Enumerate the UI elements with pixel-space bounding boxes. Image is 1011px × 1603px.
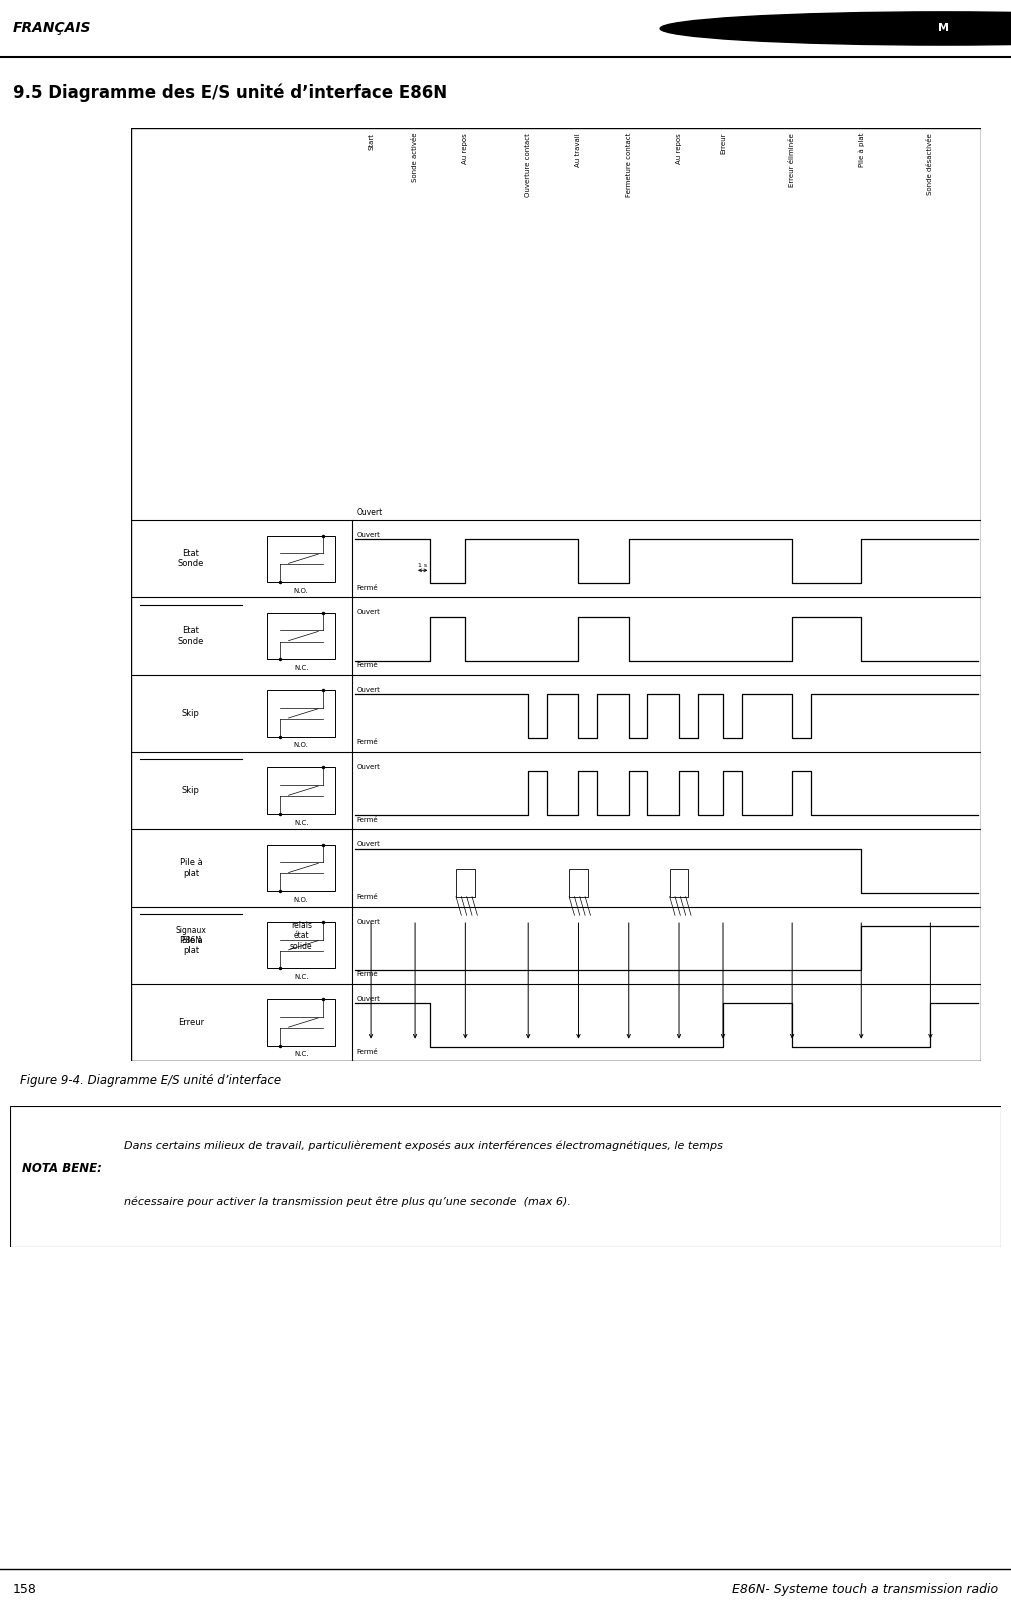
- Text: N.C.: N.C.: [294, 665, 308, 672]
- Text: Fermé: Fermé: [357, 971, 378, 978]
- Text: Fermé: Fermé: [357, 1048, 378, 1055]
- Text: 9.5 Diagramme des E/S unité d’interface E86N: 9.5 Diagramme des E/S unité d’interface …: [13, 83, 447, 103]
- Text: Dans certains milieux de travail, particulièrement exposés aux interférences éle: Dans certains milieux de travail, partic…: [124, 1140, 723, 1151]
- Text: Pile à
plat: Pile à plat: [180, 936, 202, 955]
- Text: N.O.: N.O.: [294, 588, 308, 593]
- Bar: [267, 845, 336, 891]
- Text: Ouvert: Ouvert: [357, 995, 380, 1002]
- Text: Fermé: Fermé: [357, 818, 378, 822]
- Text: 1 s: 1 s: [419, 563, 428, 567]
- Bar: [267, 535, 336, 582]
- Text: N.C.: N.C.: [294, 1052, 308, 1058]
- Text: E86N- Systeme touch a transmission radio: E86N- Systeme touch a transmission radio: [732, 1584, 998, 1597]
- Text: Pile à plat: Pile à plat: [858, 133, 864, 167]
- Text: Fermé: Fermé: [357, 739, 378, 745]
- Text: N.C.: N.C.: [294, 819, 308, 826]
- Text: Au travail: Au travail: [575, 133, 581, 167]
- Bar: [267, 922, 336, 968]
- Text: Signaux
E86N: Signaux E86N: [176, 927, 206, 946]
- Bar: [267, 999, 336, 1045]
- Text: 158: 158: [13, 1584, 37, 1597]
- Text: N.O.: N.O.: [294, 896, 308, 902]
- Bar: [267, 691, 336, 736]
- Text: Fermé: Fermé: [357, 662, 378, 668]
- Bar: [669, 869, 688, 896]
- Text: Fermé: Fermé: [357, 585, 378, 592]
- Text: relais
état
solide: relais état solide: [290, 920, 312, 951]
- Bar: [456, 869, 475, 896]
- Text: Fermeture contact: Fermeture contact: [626, 133, 632, 197]
- Text: MARPOSS: MARPOSS: [909, 21, 986, 35]
- Text: Start: Start: [368, 133, 374, 151]
- Text: Skip: Skip: [182, 709, 200, 718]
- Text: Pile à
plat: Pile à plat: [180, 858, 202, 877]
- Text: Ouvert: Ouvert: [357, 532, 380, 539]
- Text: Ouvert: Ouvert: [357, 609, 380, 616]
- Text: Ouvert: Ouvert: [357, 686, 380, 692]
- Text: Etat
Sonde: Etat Sonde: [178, 627, 204, 646]
- Text: Au repos: Au repos: [462, 133, 468, 164]
- Text: Ouvert: Ouvert: [357, 842, 380, 848]
- Text: Etat
Sonde: Etat Sonde: [178, 550, 204, 569]
- Text: Ouvert: Ouvert: [357, 919, 380, 925]
- Circle shape: [660, 11, 1011, 45]
- Text: Erreur: Erreur: [178, 1018, 204, 1028]
- Bar: [267, 612, 336, 659]
- Text: Sonde désactivée: Sonde désactivée: [927, 133, 933, 194]
- Text: nécessaire pour activer la transmission peut être plus qu’une seconde  (max 6).: nécessaire pour activer la transmission …: [124, 1197, 571, 1207]
- Text: Au repos: Au repos: [676, 133, 682, 164]
- Text: Skip: Skip: [182, 785, 200, 795]
- Text: Erreur éliminée: Erreur éliminée: [790, 133, 795, 186]
- Bar: [569, 869, 587, 896]
- Text: Sonde activée: Sonde activée: [412, 133, 419, 183]
- Text: NOTA BENE:: NOTA BENE:: [22, 1162, 102, 1175]
- Bar: [267, 768, 336, 814]
- Text: Fermé: Fermé: [357, 894, 378, 899]
- Text: Ouvert: Ouvert: [357, 508, 383, 518]
- Text: Ouvert: Ouvert: [357, 765, 380, 769]
- Text: M: M: [938, 24, 948, 34]
- Text: FRANÇAIS: FRANÇAIS: [13, 21, 92, 35]
- Text: Erreur: Erreur: [720, 133, 726, 154]
- Text: Figure 9-4. Diagramme E/S unité d’interface: Figure 9-4. Diagramme E/S unité d’interf…: [20, 1074, 281, 1087]
- Text: N.O.: N.O.: [294, 742, 308, 749]
- Text: N.C.: N.C.: [294, 975, 308, 979]
- Text: Ouverture contact: Ouverture contact: [525, 133, 531, 197]
